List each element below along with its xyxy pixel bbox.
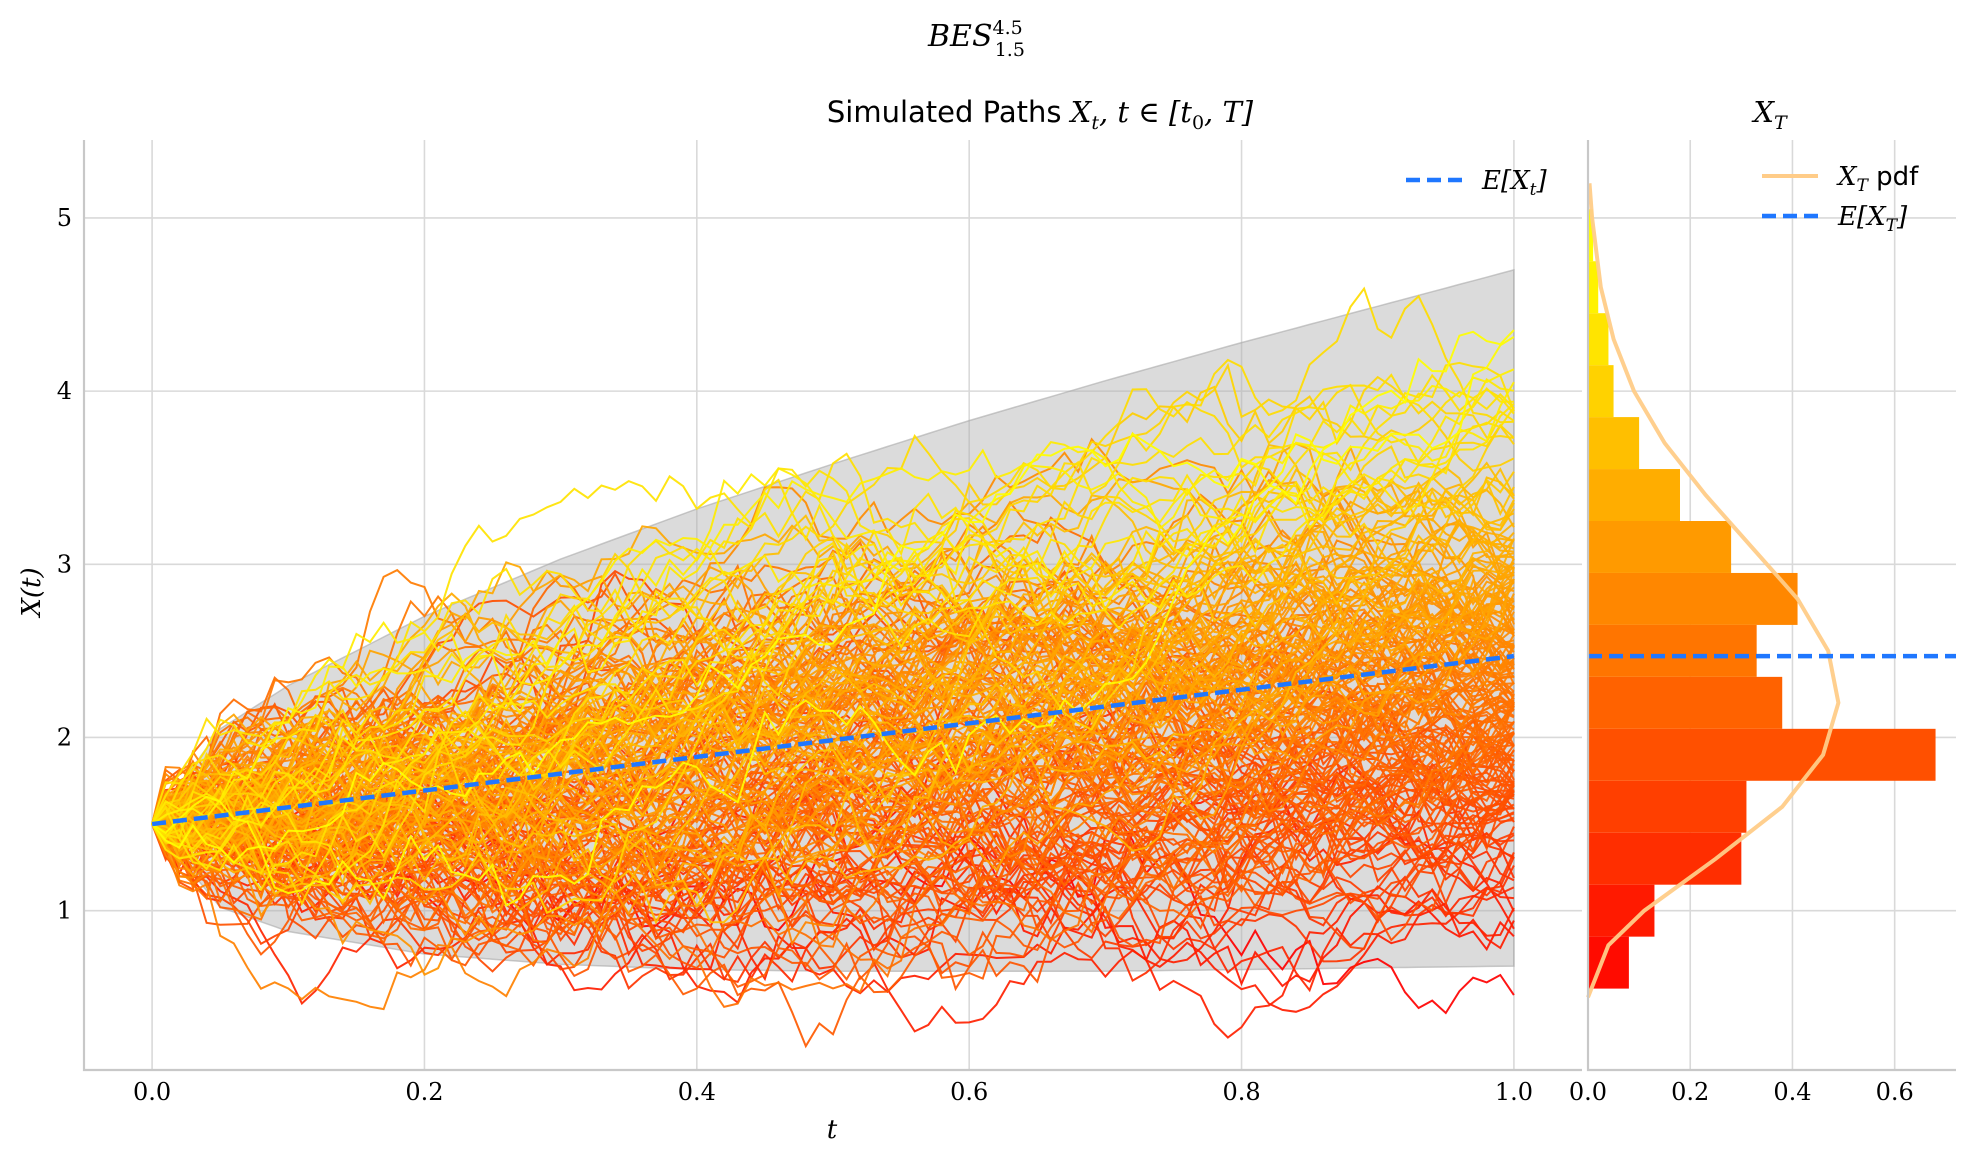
paths-y-tick-label: 3 xyxy=(57,550,72,578)
simulated-path xyxy=(151,475,1515,825)
simulated-path xyxy=(151,286,1514,876)
histogram-x-tick-label: 0.6 xyxy=(1876,1078,1914,1106)
simulated-paths xyxy=(151,286,1515,1049)
simulated-path xyxy=(151,733,1515,945)
paths-y-ticks: 1 2 3 4 5 xyxy=(57,204,72,925)
histogram-bar xyxy=(1588,313,1609,366)
simulated-path xyxy=(151,467,1515,862)
histogram-bar xyxy=(1588,209,1594,262)
paths-y-tick-label: 2 xyxy=(57,723,72,751)
simulated-path xyxy=(151,578,1515,871)
simulated-path xyxy=(151,523,1515,832)
histogram-bar xyxy=(1588,728,1936,781)
simulated-path xyxy=(151,702,1515,937)
simulated-path xyxy=(151,423,1515,825)
histogram-bars xyxy=(1588,209,1936,989)
simulated-path xyxy=(151,552,1515,877)
simulated-path xyxy=(151,444,1515,836)
histogram-bar xyxy=(1588,624,1757,677)
histogram-axes-spine xyxy=(1586,140,1956,1072)
paths-x-tick-label: 0.6 xyxy=(950,1078,988,1106)
simulated-path xyxy=(151,373,1515,842)
simulated-path xyxy=(152,494,1515,880)
simulated-path xyxy=(151,329,1515,864)
simulated-path xyxy=(151,361,1515,892)
paths-x-tick-label: 1.0 xyxy=(1495,1078,1533,1106)
paths-axes-spine xyxy=(82,140,1582,1072)
simulated-path xyxy=(151,610,1515,890)
simulated-path xyxy=(151,461,1515,825)
figure-suptitle-sub: 1.5 xyxy=(995,39,1025,61)
simulated-path xyxy=(151,710,1514,934)
paths-x-tick-label: 0.8 xyxy=(1222,1078,1260,1106)
paths-legend-mean-label: E[Xt] xyxy=(1481,166,1547,200)
simulated-path xyxy=(151,578,1515,826)
histogram-x-tick-label: 0.4 xyxy=(1773,1078,1811,1106)
simulated-path xyxy=(151,522,1515,849)
histogram-x-ticks: 0.0 0.2 0.4 0.6 xyxy=(1569,1078,1914,1106)
simulated-path xyxy=(151,402,1515,825)
histogram-bar xyxy=(1588,780,1747,833)
histogram-x-tick-label: 0.2 xyxy=(1671,1078,1709,1106)
simulated-path xyxy=(151,381,1515,825)
histogram-legend: XT pdf E[XT] xyxy=(1762,162,1919,236)
paths-legend: E[Xt] xyxy=(1406,166,1547,200)
histogram-bar xyxy=(1588,365,1614,418)
simulated-path xyxy=(151,373,1515,850)
histogram-bar xyxy=(1588,676,1783,729)
simulated-path xyxy=(151,744,1515,968)
simulated-path xyxy=(151,443,1515,925)
simulated-path xyxy=(151,385,1515,825)
histogram-legend-pdf-label: XT pdf xyxy=(1836,162,1919,196)
paths-y-tick-label: 4 xyxy=(57,377,72,405)
histogram-bar xyxy=(1588,572,1798,625)
paths-x-tick-label: 0.4 xyxy=(678,1078,716,1106)
histogram-bar xyxy=(1588,521,1732,573)
simulated-path xyxy=(151,605,1515,841)
simulated-path xyxy=(151,336,1515,908)
histogram-legend-mean-label: E[XT] xyxy=(1837,202,1908,236)
pdf-curve xyxy=(1586,183,1841,999)
figure-suptitle-sup: 4.5 xyxy=(993,17,1023,39)
paths-x-axis-label: t xyxy=(827,1115,838,1145)
paths-y-tick-label: 5 xyxy=(57,204,72,232)
paths-x-tick-label: 0.0 xyxy=(133,1078,171,1106)
simulated-path xyxy=(151,642,1515,899)
paths-title: Simulated Paths Xt, t ∈ [t0, T] xyxy=(827,95,1254,134)
figure-suptitle: BES4.5 1.5 xyxy=(927,17,1025,61)
simulated-path xyxy=(151,571,1515,899)
mean-line xyxy=(151,653,1515,827)
simulated-path xyxy=(151,386,1514,875)
histogram-panel: 0.0 0.2 0.4 0.6 XT XT pdf E[XT] xyxy=(1569,95,1956,1106)
paths-x-tick-label: 0.2 xyxy=(405,1078,443,1106)
simulated-path xyxy=(151,466,1515,853)
simulated-path xyxy=(151,765,1515,963)
paths-y-tick-label: 1 xyxy=(57,897,72,925)
histogram-bar xyxy=(1588,261,1599,314)
histogram-x-tick-label: 0.0 xyxy=(1569,1078,1607,1106)
simulated-path xyxy=(151,560,1515,880)
histogram-title: XT xyxy=(1751,95,1788,134)
simulated-path xyxy=(151,468,1515,906)
simulated-path xyxy=(151,798,1515,971)
simulated-path xyxy=(151,566,1515,825)
paths-panel: 0.0 0.2 0.4 0.6 0.8 1.0 1 2 3 4 5 Simulated Paths… xyxy=(17,95,1582,1145)
simulated-path xyxy=(151,558,1515,846)
paths-y-axis-label: X(t) xyxy=(17,567,47,618)
simulated-path xyxy=(151,478,1515,889)
simulated-path xyxy=(151,516,1515,846)
paths-x-ticks: 0.0 0.2 0.4 0.6 0.8 1.0 xyxy=(133,1078,1533,1106)
histogram-bar xyxy=(1588,417,1640,470)
histogram-bar xyxy=(1588,469,1680,522)
